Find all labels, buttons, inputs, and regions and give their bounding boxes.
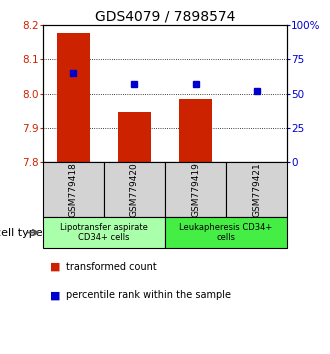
Text: GSM779421: GSM779421 <box>252 162 261 217</box>
Bar <box>165 217 287 248</box>
Title: GDS4079 / 7898574: GDS4079 / 7898574 <box>95 10 235 24</box>
Text: GSM779418: GSM779418 <box>69 162 78 217</box>
Bar <box>43 217 165 248</box>
Text: cell type: cell type <box>0 228 43 238</box>
Text: Lipotransfer aspirate
CD34+ cells: Lipotransfer aspirate CD34+ cells <box>60 223 148 242</box>
Bar <box>179 99 212 162</box>
Text: percentile rank within the sample: percentile rank within the sample <box>66 290 231 300</box>
Bar <box>57 33 90 162</box>
Bar <box>165 162 226 217</box>
Text: GSM779419: GSM779419 <box>191 162 200 217</box>
Bar <box>226 162 287 217</box>
Bar <box>104 162 165 217</box>
Text: transformed count: transformed count <box>66 262 157 272</box>
Text: ■: ■ <box>50 290 60 300</box>
Bar <box>43 162 104 217</box>
Text: GSM779420: GSM779420 <box>130 162 139 217</box>
Bar <box>240 161 273 162</box>
Text: Leukapheresis CD34+
cells: Leukapheresis CD34+ cells <box>180 223 273 242</box>
Text: ■: ■ <box>50 262 60 272</box>
Bar <box>118 113 151 162</box>
